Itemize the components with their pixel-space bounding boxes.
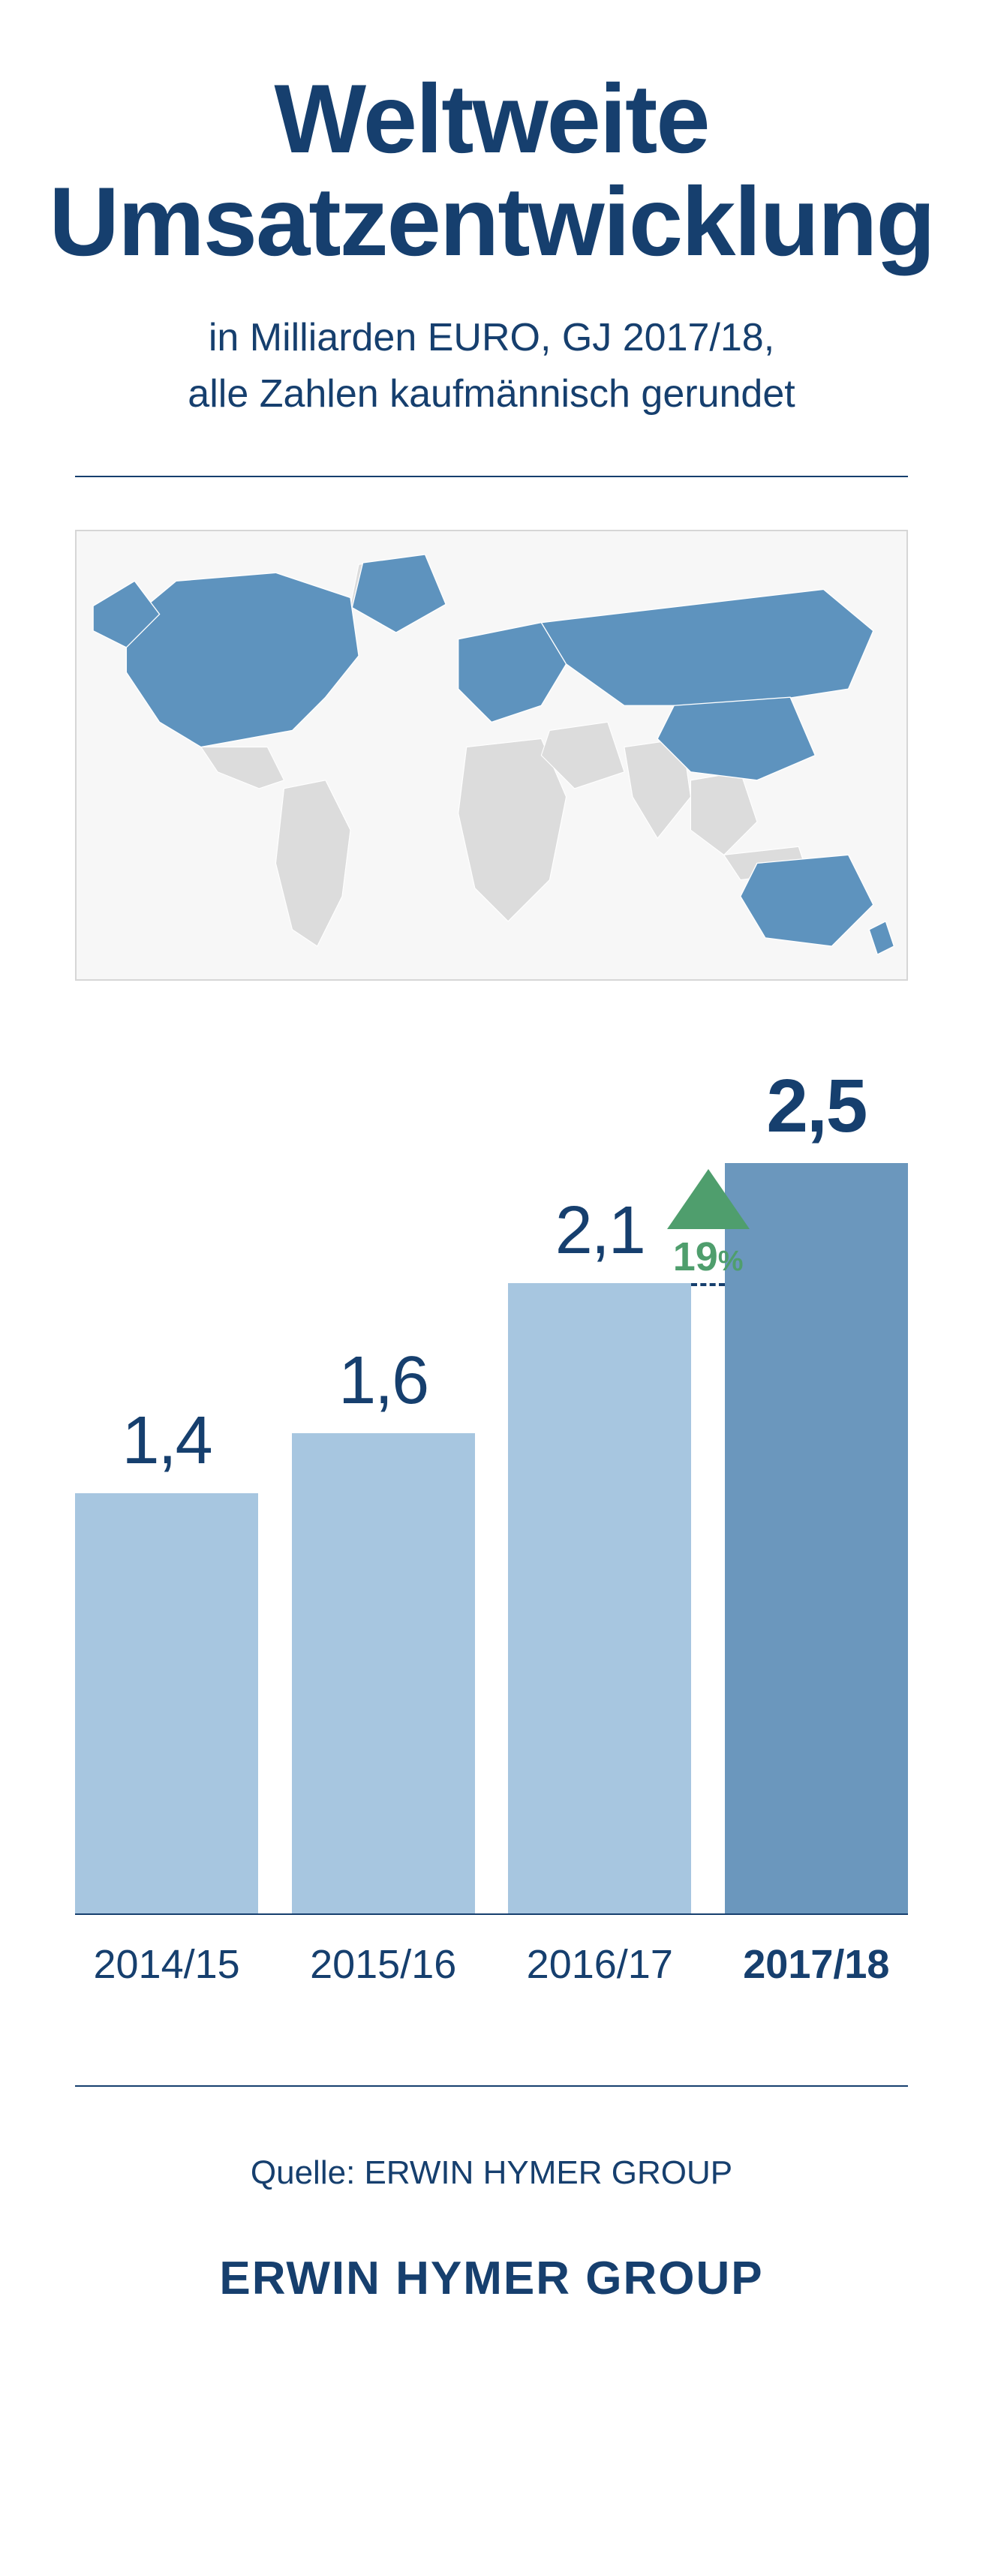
world-map [75, 530, 908, 981]
category-row: 2014/15 2015/16 2016/17 2017/18 [75, 1941, 908, 1988]
growth-percent-number: 19 [673, 1234, 718, 1279]
growth-percent-label: 19% [673, 1234, 744, 1280]
subtitle-line-1: in Milliarden EURO, GJ 2017/18, [209, 316, 774, 359]
bar [508, 1283, 691, 1913]
subtitle-line-2: alle Zahlen kaufmännisch gerundet [188, 372, 795, 416]
bar-value-label: 1,6 [338, 1342, 428, 1420]
bar-column: 2,1 [508, 1192, 691, 1913]
growth-indicator: 19% [663, 1169, 753, 1280]
bar-value-label: 2,1 [555, 1192, 645, 1270]
divider-bottom [75, 2085, 908, 2087]
category-label: 2015/16 [292, 1941, 475, 1988]
category-label: 2014/15 [75, 1941, 258, 1988]
divider-top [75, 476, 908, 477]
revenue-bar-chart: 1,41,62,12,519% 2014/152015/162016/17201… [75, 1063, 908, 1988]
bars-row: 1,4 1,6 2,1 2,5 19% [75, 1063, 908, 1913]
bar [75, 1493, 258, 1913]
growth-percent-suffix: % [718, 1246, 744, 1277]
category-label: 2017/18 [725, 1941, 908, 1988]
growth-up-icon [667, 1169, 750, 1229]
bar-column: 1,4 [75, 1402, 258, 1913]
page-container: Weltweite Umsatzentwicklung in Milliarde… [0, 0, 983, 2365]
bar-column: 1,6 [292, 1342, 475, 1913]
company-logo: ERWIN HYMER GROUP [219, 2252, 763, 2305]
world-map-svg [77, 531, 906, 979]
growth-dashed-line [691, 1283, 724, 1286]
bar-value-label: 2,5 [766, 1063, 866, 1150]
bar-value-label: 1,4 [122, 1402, 212, 1480]
title-line-1: Weltweite [274, 64, 708, 173]
chart-baseline [75, 1913, 908, 1915]
category-label: 2016/17 [508, 1941, 691, 1988]
page-title: Weltweite Umsatzentwicklung [49, 68, 934, 272]
bar [292, 1433, 475, 1913]
page-subtitle: in Milliarden EURO, GJ 2017/18, alle Zah… [188, 310, 795, 423]
source-text: Quelle: ERWIN HYMER GROUP [251, 2154, 732, 2192]
title-line-2: Umsatzentwicklung [49, 167, 934, 276]
